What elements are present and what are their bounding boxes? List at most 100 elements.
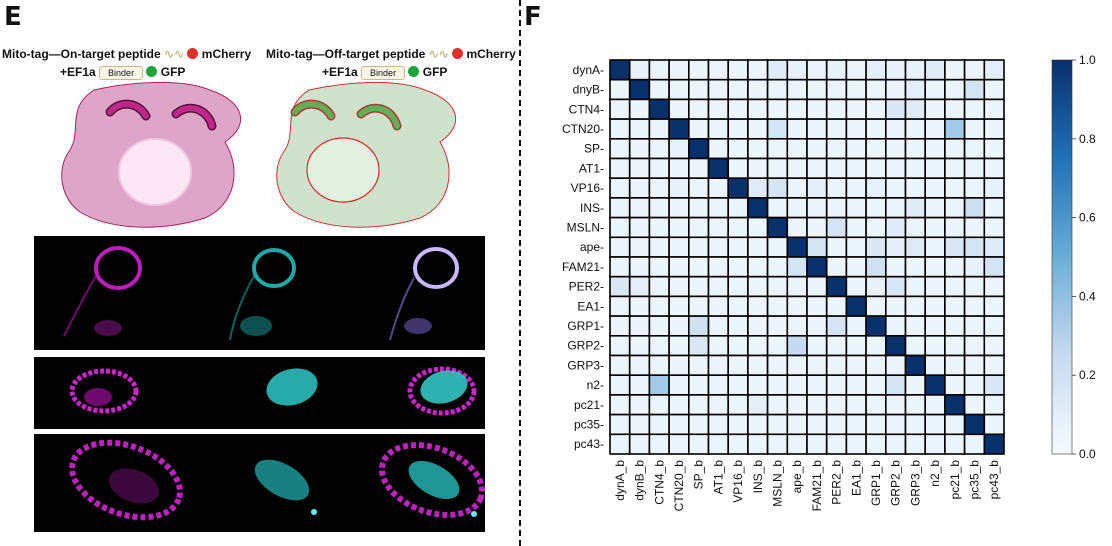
heatmap-cell	[904, 354, 927, 377]
row-label: INS-	[580, 201, 604, 215]
mcherry-channel	[63, 246, 142, 337]
heatmap-cell	[747, 413, 769, 436]
heatmap-cell	[904, 334, 927, 357]
heatmap-cell	[825, 413, 848, 436]
row-label: pc21-	[574, 398, 604, 412]
heatmap-cell	[983, 236, 1005, 258]
heatmap-cell	[648, 236, 670, 258]
colorbar-tick-label: 0.6	[1079, 211, 1096, 225]
heatmap-cell	[786, 256, 808, 278]
heatmap-cell	[865, 374, 887, 396]
off-target-construct-line1: Mito-tag—Off-target peptide ∿∿ mCherry	[266, 47, 516, 61]
row-label: ape-	[580, 240, 604, 254]
heatmap-cell	[727, 256, 749, 278]
heatmap-cell	[707, 197, 730, 219]
heatmap-cell	[747, 78, 769, 101]
heatmap-cell	[983, 374, 1005, 396]
heatmap-cell	[707, 374, 730, 396]
merge-channel	[407, 366, 477, 416]
heatmap-cell	[845, 98, 867, 120]
heatmap-cell	[825, 59, 848, 81]
heatmap-cell	[865, 354, 887, 377]
heatmap-cell	[727, 157, 749, 180]
heatmap-cell	[825, 256, 848, 278]
heatmap-cell	[786, 394, 808, 416]
heatmap-cell	[983, 177, 1005, 199]
heatmap-cell	[688, 78, 710, 101]
heatmap-cell	[609, 236, 631, 258]
heatmap-cell	[609, 216, 631, 239]
colorbar-tick-label: 0.8	[1079, 132, 1096, 146]
heatmap-cell	[668, 256, 690, 278]
heatmap-cell	[944, 138, 966, 160]
heatmap-cell	[628, 413, 651, 436]
heatmap-cell	[944, 216, 966, 239]
heatmap-cell	[983, 256, 1005, 278]
heatmap-cell	[924, 177, 946, 199]
heatmap-cell	[944, 78, 966, 101]
heatmap-cell	[884, 354, 907, 377]
heatmap-cell	[924, 197, 946, 219]
heatmap-cell	[924, 236, 946, 258]
heatmap-cell	[845, 315, 867, 337]
colorbar-tick-label: 0.0	[1079, 447, 1096, 461]
gfp-icon	[408, 66, 420, 77]
heatmap-cell	[727, 98, 749, 120]
microscopy-row-2	[34, 357, 485, 429]
heatmap-cell	[688, 413, 710, 436]
off-target-line1-prefix: Mito-tag—Off-target peptide	[266, 47, 426, 61]
heatmap-cell	[924, 256, 946, 278]
heatmap-cell	[924, 315, 946, 337]
heatmap-cell	[747, 197, 769, 219]
heatmap-cell	[609, 275, 631, 298]
heatmap-cell	[806, 295, 828, 317]
off-target-line2-suffix: GFP	[422, 65, 448, 79]
heatmap-cell	[747, 236, 769, 258]
heatmap-cell	[668, 236, 690, 258]
heatmap-cell	[884, 374, 907, 396]
heatmap-cell	[806, 118, 828, 140]
heatmap-cell	[707, 256, 730, 278]
column-label: dynB_b	[633, 460, 647, 501]
heatmap-cell	[648, 216, 670, 239]
mcherry-channel	[69, 439, 183, 521]
row-label: VP16-	[571, 181, 604, 195]
heatmap-cell	[766, 413, 789, 436]
heatmap-cell	[628, 315, 651, 337]
heatmap-cell	[747, 177, 769, 199]
heatmap-cell	[628, 216, 651, 239]
heatmap-cell	[786, 177, 808, 199]
heatmap-cell	[865, 118, 887, 140]
heatmap-cell	[747, 216, 769, 239]
merge-channel	[378, 442, 485, 518]
heatmap-cell	[904, 118, 927, 140]
heatmap-cell	[884, 78, 907, 101]
heatmap-cell	[688, 256, 710, 278]
heatmap-cell	[688, 197, 710, 219]
heatmap-cell	[825, 138, 848, 160]
heatmap-cell	[747, 59, 769, 81]
heatmap-cell	[944, 413, 966, 436]
heatmap-cell	[884, 256, 907, 278]
heatmap-cell	[845, 374, 867, 396]
heatmap-cell	[628, 334, 651, 357]
row-label: dnyB-	[573, 83, 604, 97]
heatmap-cell	[609, 118, 631, 140]
heatmap-cell	[727, 334, 749, 357]
heatmap-cell	[786, 59, 808, 81]
column-label: FAM21_b	[810, 460, 824, 512]
heatmap-cell	[825, 275, 848, 298]
heatmap-cell	[884, 98, 907, 120]
heatmap-cell	[668, 433, 690, 455]
heatmap-cell	[865, 413, 887, 436]
on-target-line2-prefix: +EF1a	[60, 65, 96, 79]
heatmap-cell	[766, 78, 789, 101]
column-label: INS_b	[751, 460, 765, 494]
heatmap-cell	[766, 334, 789, 357]
heatmap-cell	[825, 78, 848, 101]
heatmap-cell	[766, 433, 789, 455]
heatmap-cell	[825, 197, 848, 219]
heatmap-cell	[786, 197, 808, 219]
heatmap-cell	[609, 177, 631, 199]
colorbar-tick-label: 0.4	[1079, 289, 1096, 303]
